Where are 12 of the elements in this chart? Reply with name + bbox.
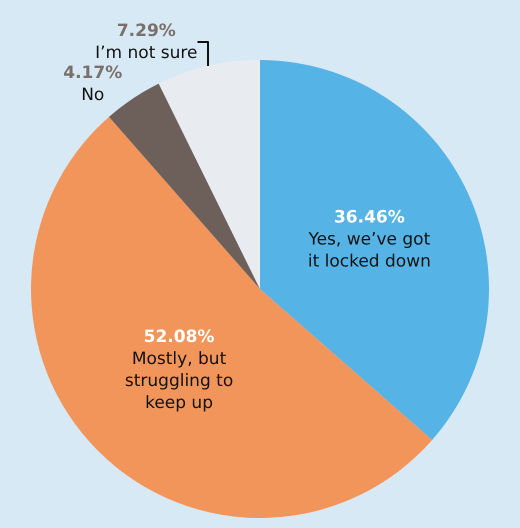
slice-label: No	[81, 85, 104, 106]
data-label: 7.29%	[116, 20, 176, 41]
pie-slice	[108, 84, 260, 289]
pie-slice	[158, 60, 260, 289]
data-label: 4.17%	[63, 62, 122, 83]
pie-slice	[260, 60, 489, 440]
pie-slice	[31, 116, 432, 518]
slice-label: Mostly, but struggling to keep up	[124, 348, 234, 414]
data-label: 36.46%	[334, 207, 405, 228]
slice-label: Yes, we’ve got it locked down	[307, 230, 431, 272]
slice-label: I’m not sure	[95, 42, 198, 63]
data-label: 52.08%	[144, 326, 214, 347]
